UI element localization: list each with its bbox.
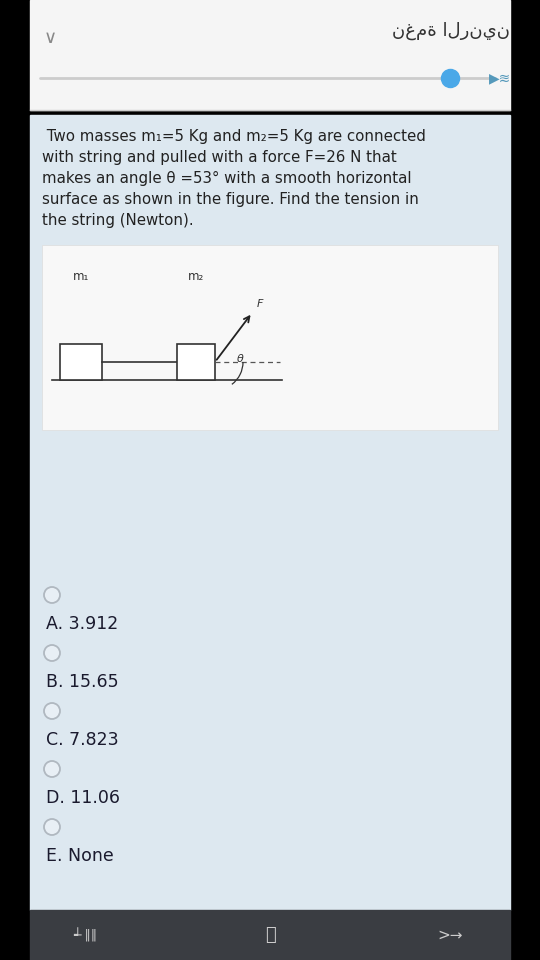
Circle shape (44, 819, 60, 835)
Bar (42, 245, 498, 430)
Bar (177, 344, 215, 380)
Text: m₂: m₂ (188, 271, 204, 283)
Bar (30, 0, 510, 110)
Circle shape (44, 645, 60, 661)
Text: ▶≋: ▶≋ (489, 71, 511, 85)
Circle shape (44, 703, 60, 719)
Bar (510, 0, 540, 960)
Text: E. None: E. None (46, 847, 114, 865)
Circle shape (44, 761, 60, 777)
Bar (0, 0, 30, 960)
Text: makes an angle θ =53° with a smooth horizontal: makes an angle θ =53° with a smooth hori… (42, 171, 411, 186)
Text: نغمة الرنين: نغمة الرنين (392, 22, 510, 40)
Text: D. 11.06: D. 11.06 (46, 789, 120, 807)
Text: ∨: ∨ (43, 29, 57, 47)
Text: surface as shown in the figure. Find the tension in: surface as shown in the figure. Find the… (42, 192, 419, 207)
Text: with string and pulled with a force F=26 N that: with string and pulled with a force F=26… (42, 150, 397, 165)
Text: m₁: m₁ (73, 271, 89, 283)
Text: θ: θ (237, 354, 244, 364)
Text: A. 3.912: A. 3.912 (46, 615, 118, 633)
Bar (60, 344, 102, 380)
Text: Two masses m₁=5 Kg and m₂=5 Kg are connected: Two masses m₁=5 Kg and m₂=5 Kg are conne… (42, 129, 426, 144)
Text: ┵ ‖‖: ┵ ‖‖ (73, 928, 97, 942)
Text: C. 7.823: C. 7.823 (46, 731, 119, 749)
Circle shape (44, 587, 60, 603)
Text: >→: >→ (437, 927, 463, 943)
Text: the string (Newton).: the string (Newton). (42, 213, 194, 228)
Bar (30, 910, 510, 960)
Text: ⎕: ⎕ (265, 926, 275, 944)
Bar (30, 115, 510, 910)
Text: B. 15.65: B. 15.65 (46, 673, 119, 691)
Text: F: F (256, 300, 262, 309)
